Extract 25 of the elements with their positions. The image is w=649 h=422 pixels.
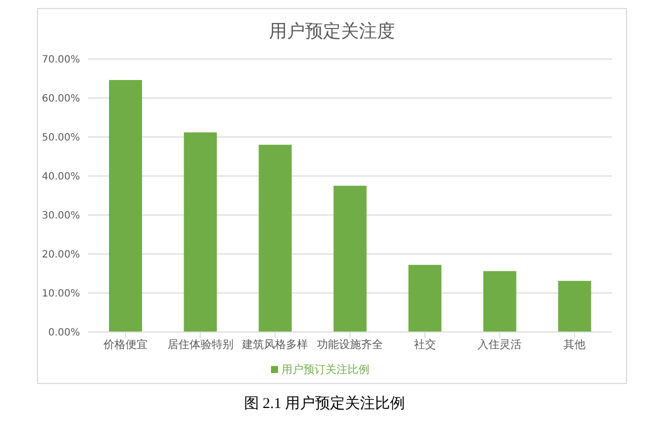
y-tick-label: 10.00% [42, 288, 80, 300]
bar [258, 144, 292, 332]
x-tick-label: 价格便宜 [102, 338, 148, 351]
chart-title: 用户预定关注度 [268, 20, 396, 44]
x-tick-label: 入住灵活 [478, 338, 522, 351]
x-tick-label: 社交 [414, 338, 436, 351]
x-tick-label: 其他 [564, 338, 586, 351]
y-tick-label: 30.00% [42, 210, 80, 222]
legend-label: 用户预订关注比例 [282, 363, 370, 376]
y-tick-label: 70.00% [42, 54, 80, 66]
y-tick-label: 40.00% [42, 172, 80, 183]
caption: 图 2.1 用户预定关注比例 [242, 394, 406, 413]
bar [109, 80, 142, 332]
y-tick-label: 0.00% [48, 328, 80, 339]
x-tick-label: 建筑风格多样 [241, 338, 308, 351]
x-tick-label: 居住体验特别 [167, 338, 234, 351]
bar [334, 186, 367, 332]
bar [184, 132, 217, 332]
y-tick-label: 50.00% [42, 132, 80, 144]
bar [558, 280, 592, 332]
x-tick-label: 功能设施齐全 [317, 338, 383, 351]
y-tick-label: 20.00% [42, 250, 80, 261]
bar [408, 264, 442, 332]
y-tick-label: 60.00% [42, 94, 80, 105]
bar [483, 271, 516, 332]
